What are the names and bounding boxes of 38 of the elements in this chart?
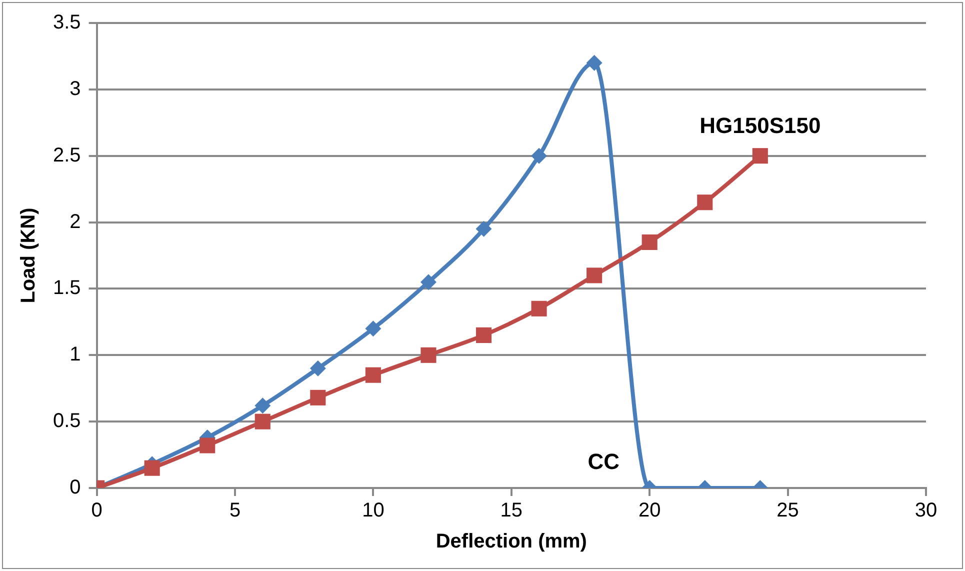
y-tick-label: 2 [70, 210, 81, 233]
point [310, 390, 326, 406]
point [420, 274, 436, 290]
x-tick-label: 0 [91, 500, 102, 522]
point [144, 460, 160, 476]
y-tick-label: 3.5 [52, 12, 81, 34]
point [752, 148, 768, 164]
point [531, 148, 548, 164]
y-tick-label: 0 [70, 476, 81, 499]
point [531, 300, 547, 316]
x-tick-label: 15 [500, 500, 523, 522]
point [586, 54, 602, 71]
point [586, 268, 602, 284]
y-tick-label: 3 [70, 78, 81, 100]
y-tick-label: 0.5 [52, 410, 81, 432]
point [310, 360, 326, 376]
x-tick-label: 30 [914, 500, 938, 522]
series-label: HG150S150 [700, 112, 821, 138]
series-label: CC [588, 449, 620, 474]
x-tick-label: 10 [362, 500, 384, 522]
x-tick-label: 5 [229, 500, 241, 522]
point [254, 414, 270, 430]
x-tick-label: 25 [776, 500, 799, 522]
x-tick-label: 20 [638, 500, 661, 522]
point [697, 194, 713, 210]
y-tick-label: 2.5 [52, 144, 81, 166]
point [420, 347, 436, 363]
point [365, 320, 382, 337]
point [476, 220, 492, 237]
point [642, 234, 658, 250]
point [365, 367, 381, 383]
y-tick-label: 1.5 [52, 277, 81, 300]
point [476, 327, 492, 343]
point [200, 438, 216, 454]
x-axis-title: Deflection (mm) [436, 530, 587, 553]
point [254, 398, 271, 414]
y-tick-label: 1 [70, 344, 81, 366]
y-axis-title: Load (KN) [18, 208, 40, 304]
